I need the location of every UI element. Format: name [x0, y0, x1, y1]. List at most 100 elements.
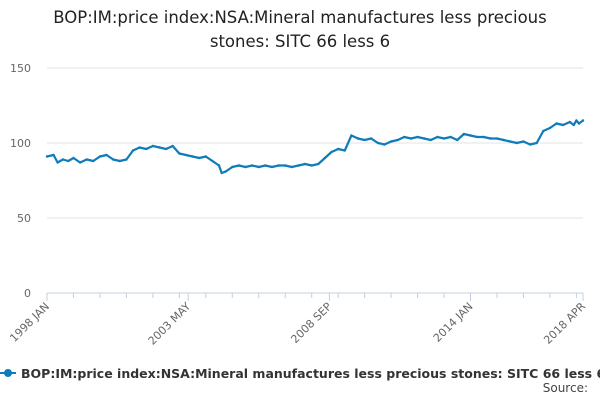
data-point	[469, 134, 472, 137]
data-point	[403, 135, 406, 139]
data-point	[456, 138, 459, 142]
data-point	[290, 165, 293, 169]
y-tick-label-0: 0	[24, 287, 31, 300]
data-point	[270, 165, 274, 169]
data-point	[92, 159, 95, 163]
data-point	[284, 164, 287, 167]
x-tick-label-3: 2014 JAN	[431, 300, 476, 345]
data-point	[184, 153, 188, 157]
chart-title-line-2: stones: SITC 66 less 6	[209, 32, 391, 51]
data-point	[416, 135, 419, 139]
data-point	[112, 158, 115, 161]
data-point	[78, 161, 82, 164]
data-point	[198, 156, 201, 160]
data-point	[330, 150, 333, 154]
chart-title-line-1: BOP:IM:price index:NSA:Mineral manufactu…	[53, 8, 547, 27]
data-point	[118, 159, 122, 163]
legend-dot	[4, 369, 12, 377]
data-point	[61, 158, 65, 161]
data-point	[575, 119, 578, 122]
data-point	[323, 156, 327, 160]
data-point	[572, 123, 575, 127]
y-tick-label-150: 150	[10, 62, 31, 75]
data-point	[204, 155, 207, 158]
data-point	[343, 149, 346, 152]
data-point	[131, 149, 135, 152]
data-point	[125, 158, 128, 161]
data-point	[389, 140, 393, 143]
data-point	[350, 134, 353, 137]
data-point	[45, 155, 49, 158]
data-point	[462, 132, 466, 136]
data-point	[535, 141, 538, 145]
data-point	[561, 123, 565, 127]
data-point	[370, 137, 373, 140]
data-point	[423, 137, 426, 140]
data-point	[317, 162, 320, 166]
data-point	[409, 137, 413, 140]
y-tick-label-100: 100	[10, 137, 31, 150]
data-point	[244, 165, 247, 169]
data-point	[363, 138, 366, 142]
y-tick-label-50: 50	[17, 212, 31, 225]
data-point	[52, 153, 55, 157]
data-point	[337, 147, 340, 151]
data-point	[528, 143, 532, 146]
data-point	[67, 159, 70, 163]
data-point	[310, 164, 313, 167]
data-point	[436, 135, 439, 139]
data-point	[56, 161, 59, 164]
data-point	[250, 164, 254, 167]
data-point	[98, 155, 102, 158]
data-point	[171, 144, 174, 148]
data-point	[509, 140, 512, 143]
data-point	[158, 146, 161, 149]
data-point	[548, 126, 552, 130]
data-point	[145, 147, 148, 151]
data-point	[568, 120, 571, 124]
data-point	[220, 171, 223, 175]
data-point	[303, 162, 307, 166]
data-point	[383, 143, 386, 146]
data-point	[105, 153, 108, 157]
data-point	[224, 170, 227, 173]
data-point	[138, 146, 141, 149]
data-point	[482, 135, 485, 139]
data-point	[475, 135, 479, 139]
legend-series-marker	[0, 366, 16, 380]
data-point	[522, 140, 525, 143]
series-line	[45, 119, 585, 175]
x-tick-label-1: 2003 MAY	[146, 300, 194, 348]
data-point	[577, 122, 581, 125]
data-point	[555, 122, 558, 125]
data-point	[376, 141, 380, 145]
x-tick-label-2: 2008 SEP	[288, 300, 334, 346]
data-point	[164, 147, 168, 151]
data-point	[449, 135, 452, 139]
data-point	[237, 164, 241, 167]
data-point	[264, 164, 267, 167]
data-point	[257, 165, 260, 169]
data-point	[191, 155, 194, 158]
data-point	[495, 137, 499, 140]
chart-title: BOP:IM:price index:NSA:Mineral manufactu…	[0, 6, 600, 54]
data-point	[542, 129, 545, 133]
data-point	[489, 137, 492, 140]
data-point	[151, 144, 155, 148]
data-point	[85, 158, 88, 161]
data-point	[581, 119, 585, 122]
legend[interactable]: BOP:IM:price index:NSA:Mineral manufactu…	[0, 363, 600, 383]
data-point	[356, 137, 360, 140]
data-point	[231, 165, 234, 169]
data-point	[217, 164, 221, 167]
data-point	[442, 137, 446, 140]
x-tick-label-0: 1998 JAN	[7, 300, 52, 345]
data-point	[72, 156, 75, 160]
data-point	[297, 164, 300, 167]
source-label: Source:	[542, 381, 588, 395]
legend-series-label: BOP:IM:price index:NSA:Mineral manufactu…	[21, 365, 600, 381]
data-point	[502, 138, 505, 142]
data-point	[515, 141, 518, 145]
data-point	[178, 152, 181, 155]
